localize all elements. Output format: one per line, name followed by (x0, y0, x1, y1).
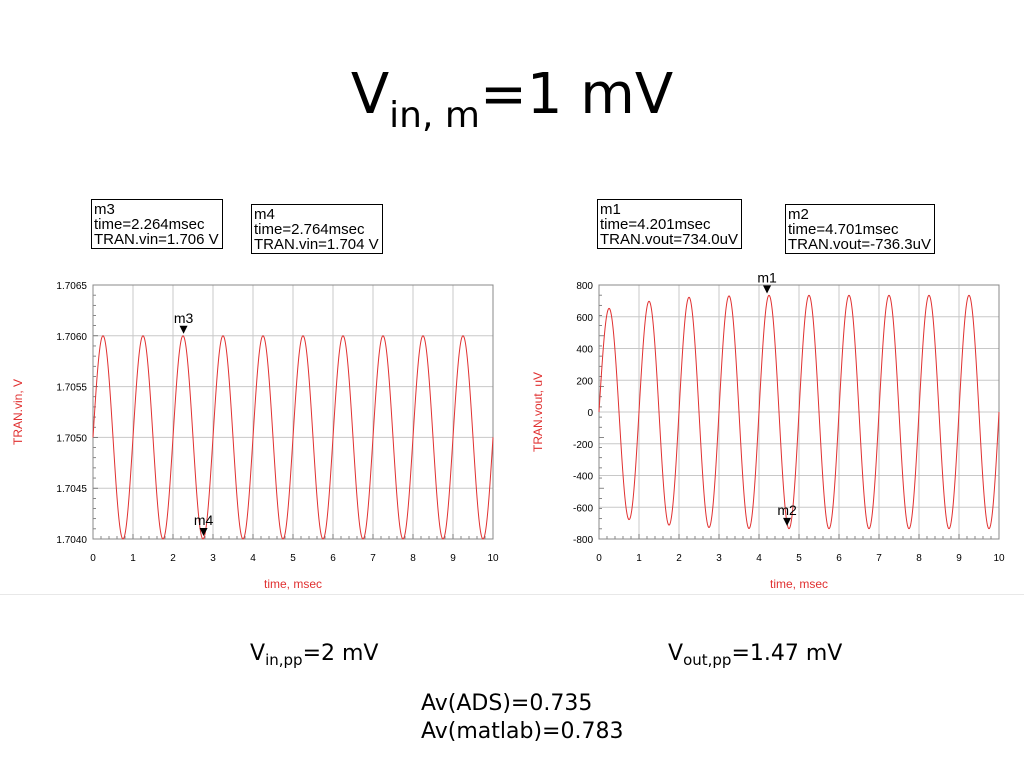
caption-vin-pp: Vin,pp=2 mV (250, 641, 378, 669)
x-tick-label: 7 (876, 553, 882, 564)
x-axis-label: time, msec (770, 577, 828, 591)
title-main: V (350, 62, 390, 127)
series-line-0 (92, 335, 494, 540)
x-tick-label: 10 (487, 553, 499, 564)
x-tick-label: 2 (676, 553, 682, 564)
y-tick-label: 0 (587, 408, 593, 419)
chart-0: 0 1 2 3 4 5 6 7 8 9 10 1.7040 1.7045 1.7050 1.7055 1.70… (11, 281, 499, 591)
marker-box-line: TRAN.vin=1.704 V (254, 236, 379, 253)
x-tick-label: 2 (170, 553, 176, 564)
y-tick-label: -600 (573, 503, 593, 514)
y-tick-label: -400 (573, 472, 593, 483)
x-tick-label: 10 (993, 553, 1005, 564)
marker-box-line: m1 (600, 201, 621, 218)
marker-box-line: TRAN.vout=-736.3uV (788, 236, 931, 253)
x-tick-label: 9 (450, 553, 456, 564)
title-subscript: in, m (389, 95, 480, 136)
marker-box-line: m4 (254, 206, 275, 223)
x-tick-label: 0 (596, 553, 602, 564)
x-tick-label: 8 (410, 553, 416, 564)
y-tick-label: -200 (573, 440, 593, 451)
x-tick-label: 1 (130, 553, 136, 564)
slide-title: Vin, m=1 mV (0, 62, 1024, 136)
y-tick-label: 1.7060 (56, 332, 87, 343)
x-tick-label: 8 (916, 553, 922, 564)
caption-main: V (668, 641, 684, 666)
marker-box-line: time=4.701msec (788, 221, 899, 238)
series-line-0 (598, 294, 1000, 530)
caption-subscript: out,pp (683, 651, 732, 669)
marker-box-m1: m1 time=4.201msec TRAN.vout=734.0uV (597, 199, 742, 249)
y-tick-label: 1.7055 (56, 383, 87, 394)
y-axis-label: TRAN.vout, uV (531, 372, 545, 452)
marker-box-line: time=4.201msec (600, 216, 711, 233)
y-tick-label: 1.7045 (56, 484, 87, 495)
marker-box-line: time=2.264msec (94, 216, 205, 233)
x-tick-label: 5 (796, 553, 802, 564)
av-matlab: Av(matlab)=0.783 (421, 719, 624, 744)
marker-box-line: m3 (94, 201, 115, 218)
marker-box-line: TRAN.vin=1.706 V (94, 231, 219, 248)
caption-main: V (250, 641, 266, 666)
marker-box-m2: m2 time=4.701msec TRAN.vout=-736.3uV (785, 204, 935, 254)
x-tick-label: 4 (250, 553, 256, 564)
marker-box-line: m2 (788, 206, 809, 223)
y-tick-label: 200 (576, 376, 593, 387)
av-ads: Av(ADS)=0.735 (421, 691, 593, 716)
x-tick-label: 3 (210, 553, 216, 564)
marker-triangle (783, 517, 792, 526)
caption-rest: =2 mV (302, 641, 379, 666)
marker-box-line: time=2.764msec (254, 221, 365, 238)
divider (0, 594, 1024, 595)
x-tick-label: 0 (90, 553, 96, 564)
x-tick-label: 9 (956, 553, 962, 564)
x-axis-label: time, msec (264, 577, 322, 591)
y-tick-label: -800 (573, 535, 593, 546)
caption-vout-pp: Vout,pp=1.47 mV (668, 641, 842, 669)
title-rest: =1 mV (479, 62, 674, 127)
y-tick-label: 1.7040 (56, 535, 87, 546)
chart-1: 0 1 2 3 4 5 6 7 8 9 10 -800 -600 -400 -200 0 200 400 600 80… (531, 269, 1005, 591)
y-tick-label: 400 (576, 345, 593, 356)
charts-canvas: 0 1 2 3 4 5 6 7 8 9 101.70401.70451.70501.70551.70… (11, 269, 1005, 591)
marker-triangle (179, 325, 188, 334)
x-tick-label: 4 (756, 553, 762, 564)
marker-box-m4: m4 time=2.764msec TRAN.vin=1.704 V (251, 204, 383, 254)
x-tick-label: 6 (836, 553, 842, 564)
x-tick-label: 5 (290, 553, 296, 564)
marker-label: m1 (757, 269, 777, 285)
x-tick-label: 7 (370, 553, 376, 564)
marker-label: m3 (174, 310, 194, 326)
y-tick-label: 600 (576, 313, 593, 324)
marker-triangle (199, 528, 208, 536)
marker-label: m2 (777, 502, 797, 518)
marker-triangle (763, 285, 772, 294)
caption-rest: =1.47 mV (731, 641, 843, 666)
gain-results: Av(ADS)=0.735 Av(matlab)=0.783 (421, 690, 623, 746)
y-axis-label: TRAN.vin, V (11, 379, 25, 445)
marker-box-line: TRAN.vout=734.0uV (600, 231, 738, 248)
x-tick-label: 1 (636, 553, 642, 564)
x-tick-label: 3 (716, 553, 722, 564)
plot-frame (92, 284, 494, 540)
caption-subscript: in,pp (265, 651, 303, 669)
y-tick-label: 1.7065 (56, 281, 87, 292)
y-tick-label: 800 (576, 281, 593, 292)
marker-box-m3: m3 time=2.264msec TRAN.vin=1.706 V (91, 199, 223, 249)
marker-label: m4 (194, 512, 214, 528)
x-tick-label: 6 (330, 553, 336, 564)
y-tick-label: 1.7050 (56, 433, 87, 444)
